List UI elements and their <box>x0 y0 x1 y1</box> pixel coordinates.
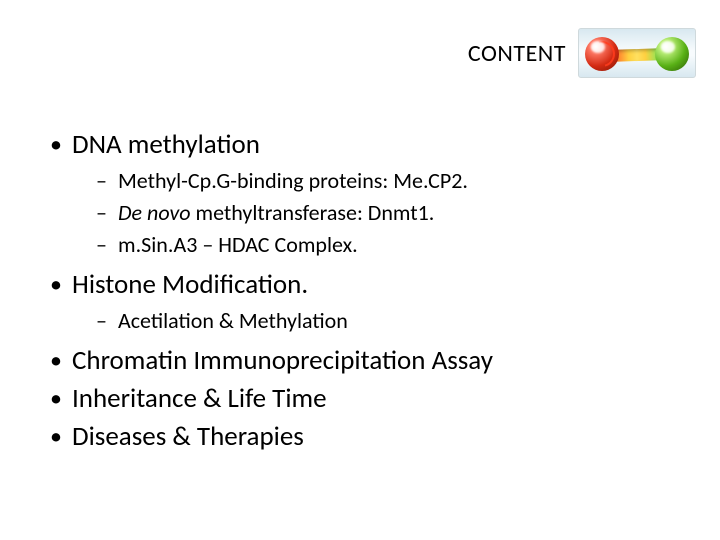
bullet-text: Histone Modification. <box>72 268 308 301</box>
list-item: Acetilation & Methylation <box>72 306 680 336</box>
bullet-text: Acetilation & Methylation <box>118 307 348 334</box>
list-item: DNA methylation Methyl-Cp.G-binding prot… <box>40 128 680 260</box>
content-body: DNA methylation Methyl-Cp.G-binding prot… <box>40 128 680 458</box>
bullet-text: Methyl-Cp.G-binding proteins: Me.CP2. <box>118 167 468 194</box>
list-item: m.Sin.A3 – HDAC Complex. <box>72 230 680 260</box>
green-sphere-icon <box>655 37 689 71</box>
plain-text: methyltransferase: Dnmt1. <box>191 199 435 226</box>
sub-list: Acetilation & Methylation <box>72 306 680 336</box>
bullet-text: m.Sin.A3 – HDAC Complex. <box>118 231 358 258</box>
bullet-text: Inheritance & Life Time <box>72 382 327 415</box>
bullet-text: DNA methylation <box>72 128 260 161</box>
header-graphic <box>578 28 696 78</box>
slide-title: CONTENT <box>468 39 566 68</box>
bullet-list: DNA methylation Methyl-Cp.G-binding prot… <box>40 128 680 454</box>
list-item: Inheritance & Life Time <box>40 382 680 416</box>
sub-list: Methyl-Cp.G-binding proteins: Me.CP2. De… <box>72 166 680 260</box>
red-sphere-icon <box>585 37 619 71</box>
list-item: Diseases & Therapies <box>40 420 680 454</box>
list-item: Histone Modification. Acetilation & Meth… <box>40 268 680 336</box>
italic-text: De novo <box>118 199 191 226</box>
bullet-text: Chromatin Immunoprecipitation Assay <box>72 344 493 377</box>
bullet-text: De novo methyltransferase: Dnmt1. <box>118 199 434 226</box>
list-item: Chromatin Immunoprecipitation Assay <box>40 344 680 378</box>
list-item: De novo methyltransferase: Dnmt1. <box>72 198 680 228</box>
bullet-text: Diseases & Therapies <box>72 420 304 453</box>
header: CONTENT <box>0 28 720 78</box>
list-item: Methyl-Cp.G-binding proteins: Me.CP2. <box>72 166 680 196</box>
